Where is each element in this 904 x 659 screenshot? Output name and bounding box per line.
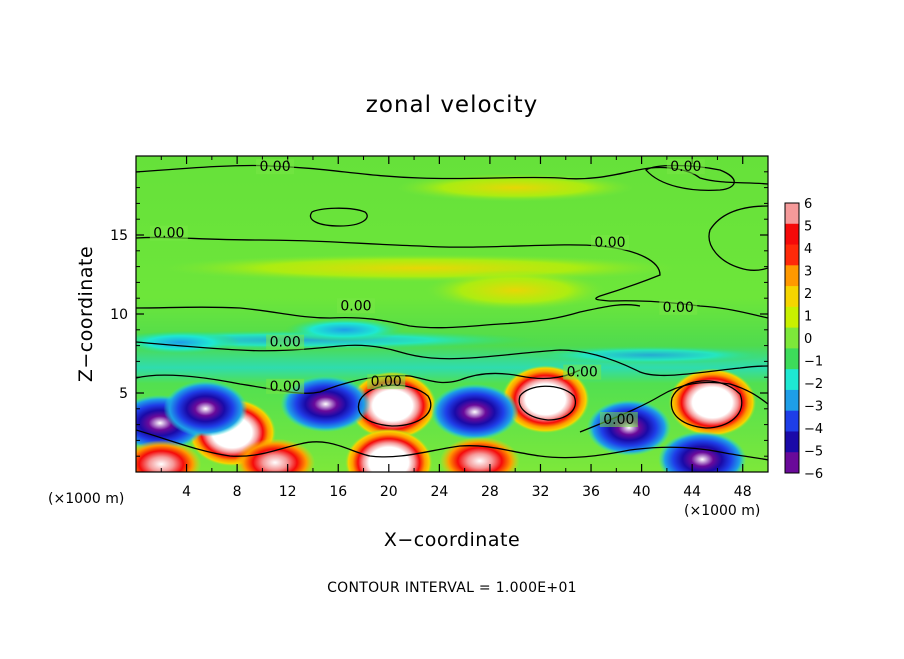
x-units-left: (×1000 m) [48,491,124,507]
contour-label: 0.00 [567,365,598,381]
contour-line-bottom [136,429,768,461]
colorbar-swatch [785,306,799,329]
contour-label: 0.00 [270,335,301,351]
contour-label: 0.00 [371,374,402,390]
contour-interval-text: CONTOUR INTERVAL = 1.000E+01 [327,580,577,596]
x-tick-label: 32 [532,484,550,500]
field-cell-positive [395,173,636,202]
colorbar-label: −5 [804,445,823,460]
field-cell-negative [658,431,747,472]
contour-label: 0.00 [663,300,694,316]
field-cell-negative [430,383,519,440]
plot-field [136,156,768,472]
contour-label-bg [666,159,705,175]
colorbar-label: 1 [804,310,812,325]
contour-label-bg [266,334,305,350]
colorbar-swatch [785,223,799,246]
x-tick-label: 8 [233,484,242,500]
colorbar-swatch [785,327,799,349]
y-axis-ticks: 5 10 15 [110,171,768,457]
chart-title: zonal velocity [366,92,538,118]
colorbar-label: 0 [804,332,812,347]
colorbar-label: 3 [804,265,812,280]
contour-label-bg [599,412,638,428]
field-cell-positive [439,436,520,472]
x-units-right: (×1000 m) [684,503,760,519]
x-axis-ticks: 4 8 12 16 20 24 28 32 36 40 44 48 [160,156,752,500]
contour-labels: 0.00 0.00 0.00 0.00 0.00 0.00 0.00 0.00 0.00 0.00… [149,159,705,428]
contour-label: 0.00 [594,235,625,251]
x-tick-label: 48 [734,484,752,500]
colorbar-swatch [785,431,799,453]
contour-label-bg [149,225,188,241]
colorbar-frame [784,202,800,474]
colorbar-swatch [785,348,799,370]
field-band-positive [160,254,680,282]
contour-line-cell-2 [518,385,576,421]
colorbar-label: −1 [804,355,823,370]
colorbar-swatch [785,389,799,412]
colorbar-swatch [785,203,799,225]
field-cell-negative [284,317,405,342]
y-tick-label: 5 [119,386,128,402]
colorbar-swatch [785,286,799,308]
contour-label: 0.00 [603,412,634,428]
contour-label: 0.00 [340,298,371,314]
contour-label-bg [336,298,375,314]
contour-label-bg [266,378,305,394]
field-band-negative-2 [530,346,768,364]
contour-label: 0.00 [670,159,701,175]
x-tick-label: 24 [430,484,448,500]
x-tick-label: 12 [279,484,297,500]
field-cell-positive [235,438,316,472]
colorbar-label: −6 [804,467,823,482]
colorbar-label: 6 [804,197,812,212]
colorbar-label: −4 [804,422,823,437]
colorbar: 6 5 4 3 2 1 0 −1 −2 −3 −4 −5 −6 [784,197,823,482]
colorbar-swatch [785,410,799,432]
field-cell-positive [136,440,202,472]
x-tick-label: 28 [481,484,499,500]
contour-label-bg [659,299,698,315]
x-tick-label: 44 [683,484,701,500]
x-axis-title: X−coordinate [384,529,520,551]
x-tick-label: 20 [380,484,398,500]
contour-label: 0.00 [259,159,290,175]
colorbar-label: 5 [804,220,812,235]
colorbar-swatch [785,369,799,391]
field-cell-positive [501,365,590,434]
colorbar-label: 4 [804,242,812,257]
contour-label-bg [367,374,406,390]
contour-line-island [309,207,368,227]
field-cell-positive [425,270,606,311]
contour-label-bg [591,235,629,251]
contour-label: 0.00 [270,379,301,395]
contour-label-bg [256,159,295,175]
colorbar-swatch [785,265,799,287]
contour-line-cell-3 [670,380,743,429]
contour-line-mid [136,304,641,329]
x-tick-label: 16 [329,484,347,500]
x-tick-label: 36 [582,484,600,500]
field-cell-positive [668,368,757,437]
contour-line-mid-2 [136,341,768,377]
colorbar-swatch [785,452,799,474]
y-axis-title: Z−coordinate [75,246,97,382]
contour-label: 0.00 [153,226,184,242]
y-tick-label: 10 [110,307,128,323]
y-tick-label: 15 [110,228,128,244]
colorbar-label: 2 [804,287,812,302]
x-tick-label: 40 [633,484,651,500]
field-cell-positive [344,428,433,472]
colorbar-label: −3 [804,400,823,415]
field-cell-negative [163,380,248,437]
contour-line-upper-2 [708,205,768,271]
contour-label-bg [563,364,602,380]
colorbar-label: −2 [804,377,823,392]
colorbar-swatch [785,244,799,266]
x-tick-label: 4 [182,484,191,500]
